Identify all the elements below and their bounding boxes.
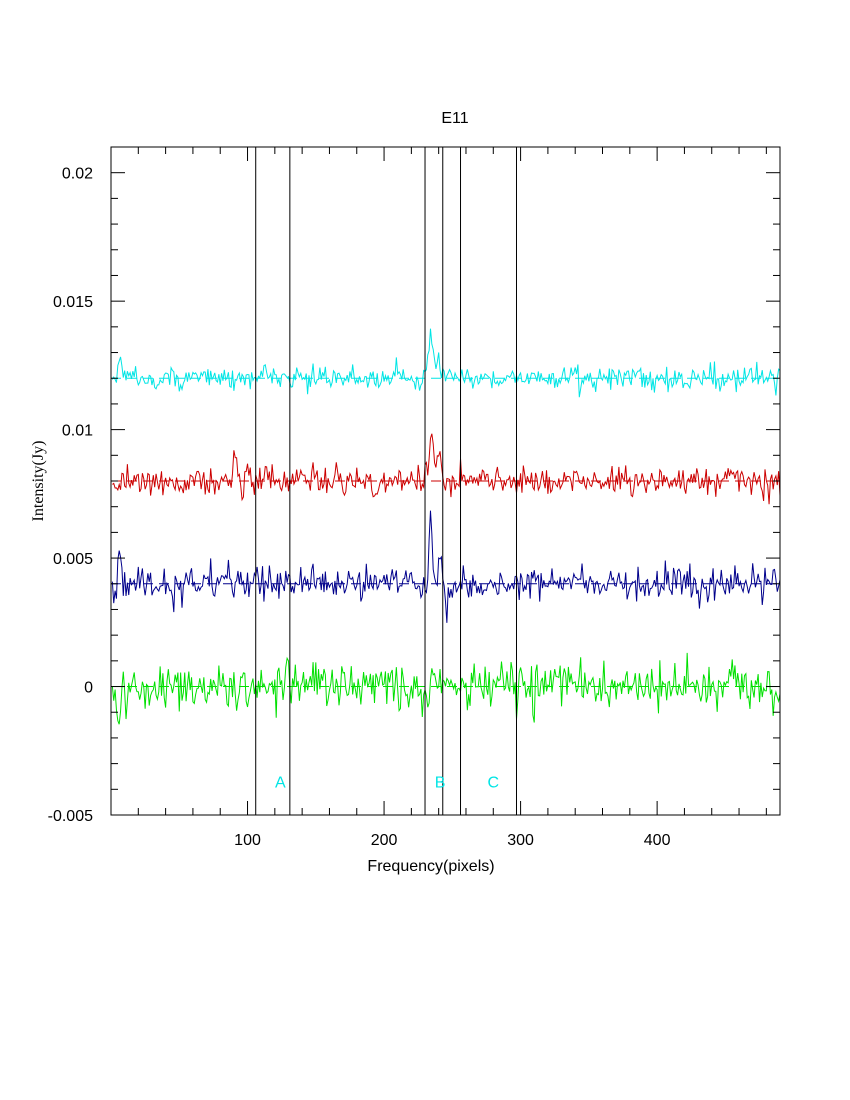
region-labels: A B C <box>275 775 499 792</box>
x-tick-label: 100 <box>234 832 261 849</box>
y-tick-label: 0.015 <box>53 294 93 311</box>
x-tick-label: 200 <box>371 832 398 849</box>
tick-labels: 100 200 300 400 -0.005 0 0.005 0.01 0.015 0.02 <box>48 166 671 849</box>
region-label: A <box>275 775 286 792</box>
y-axis-label: Intensity(Jy) <box>30 441 47 522</box>
region-label: B <box>435 775 446 792</box>
spectrum-series-line <box>111 510 781 623</box>
y-tick-label: 0.02 <box>62 166 93 183</box>
y-tick-label: 0.005 <box>53 551 93 568</box>
spectrum-series-line <box>111 328 781 398</box>
y-tick-label: 0 <box>84 680 93 697</box>
x-tick-label: 300 <box>507 832 534 849</box>
y-tick-label: -0.005 <box>48 808 93 825</box>
y-tick-label: 0.01 <box>62 423 93 440</box>
spectrum-series-line <box>111 652 781 725</box>
axis-ticks <box>111 146 780 816</box>
series-layer <box>111 328 781 725</box>
x-axis-label: Frequency(pixels) <box>367 858 494 875</box>
vertical-lines <box>255 147 517 815</box>
x-tick-label: 400 <box>644 832 671 849</box>
region-label: C <box>488 775 500 792</box>
chart-title: E11 <box>441 110 468 127</box>
spectrum-series-line <box>112 433 781 505</box>
